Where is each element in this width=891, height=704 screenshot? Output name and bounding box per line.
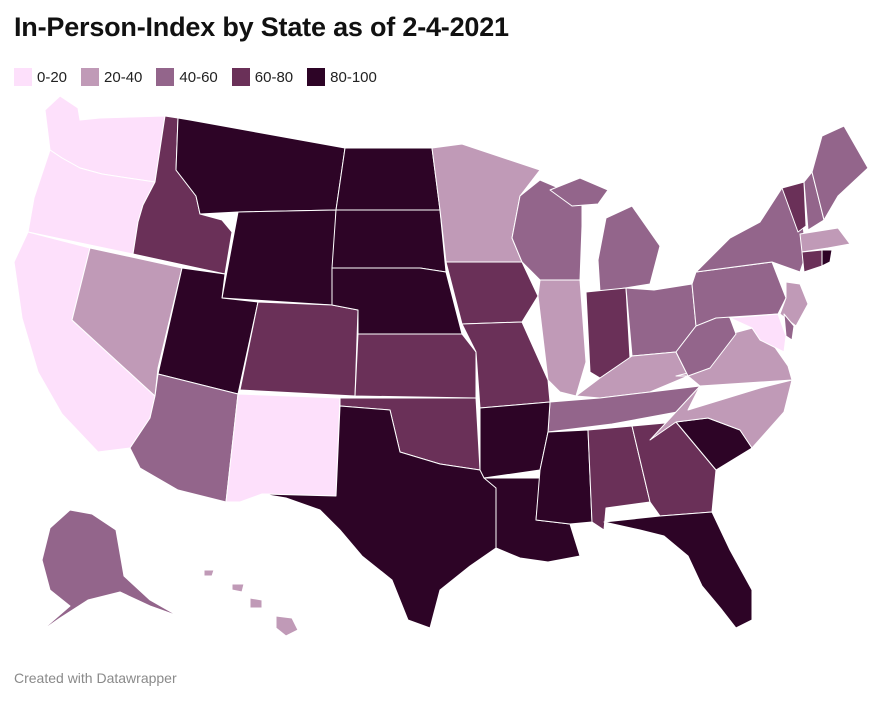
legend-item-80-100: 80-100 bbox=[307, 68, 377, 86]
legend-label: 60-80 bbox=[254, 68, 294, 86]
state-north-carolina[interactable] bbox=[649, 379, 793, 449]
legend-label: 80-100 bbox=[330, 68, 377, 86]
state-wyoming[interactable] bbox=[221, 209, 337, 306]
legend-label: 40-60 bbox=[179, 68, 218, 86]
state-alaska[interactable] bbox=[39, 509, 179, 633]
state-hawaii-island-3[interactable] bbox=[231, 583, 245, 593]
state-maine[interactable] bbox=[811, 125, 869, 221]
state-montana[interactable] bbox=[175, 117, 346, 215]
state-hawaii-island-4[interactable] bbox=[203, 569, 215, 577]
state-hawaii[interactable] bbox=[275, 615, 299, 637]
map-title: In-Person-Index by State as of 2-4-2021 bbox=[14, 12, 509, 42]
legend-swatch bbox=[156, 68, 175, 86]
legend-item-40-60: 40-60 bbox=[156, 68, 218, 86]
state-connecticut[interactable] bbox=[801, 249, 823, 273]
legend-item-0-20: 0-20 bbox=[14, 68, 67, 86]
legend: 0-20 20-40 40-60 60-80 80-100 bbox=[14, 68, 391, 86]
legend-swatch bbox=[14, 68, 32, 86]
legend-item-20-40: 20-40 bbox=[81, 68, 142, 86]
state-illinois[interactable] bbox=[537, 279, 587, 397]
state-michigan-up[interactable] bbox=[549, 177, 609, 207]
state-texas[interactable] bbox=[261, 405, 497, 629]
legend-label: 0-20 bbox=[37, 68, 68, 86]
state-michigan[interactable] bbox=[597, 205, 661, 293]
state-new-jersey[interactable] bbox=[779, 281, 809, 327]
state-hawaii-island-2[interactable] bbox=[249, 597, 263, 609]
legend-swatch bbox=[231, 68, 250, 86]
state-florida[interactable] bbox=[603, 511, 753, 629]
state-arkansas[interactable] bbox=[479, 401, 551, 479]
state-kansas[interactable] bbox=[354, 333, 477, 399]
legend-label: 20-40 bbox=[104, 68, 143, 86]
legend-swatch bbox=[307, 68, 326, 86]
state-vermont[interactable] bbox=[781, 181, 807, 233]
state-maryland[interactable] bbox=[729, 313, 787, 353]
state-colorado[interactable] bbox=[239, 301, 359, 397]
state-north-dakota[interactable] bbox=[335, 147, 441, 211]
state-new-mexico[interactable] bbox=[225, 393, 341, 503]
state-south-dakota[interactable] bbox=[331, 209, 447, 273]
legend-item-60-80: 60-80 bbox=[231, 68, 294, 86]
state-massachusetts[interactable] bbox=[799, 227, 851, 253]
state-iowa[interactable] bbox=[445, 261, 539, 325]
legend-swatch bbox=[81, 68, 100, 86]
datawrapper-credit: Created with Datawrapper bbox=[14, 670, 177, 686]
state-rhode-island[interactable] bbox=[821, 249, 833, 267]
state-delaware[interactable] bbox=[783, 313, 795, 341]
